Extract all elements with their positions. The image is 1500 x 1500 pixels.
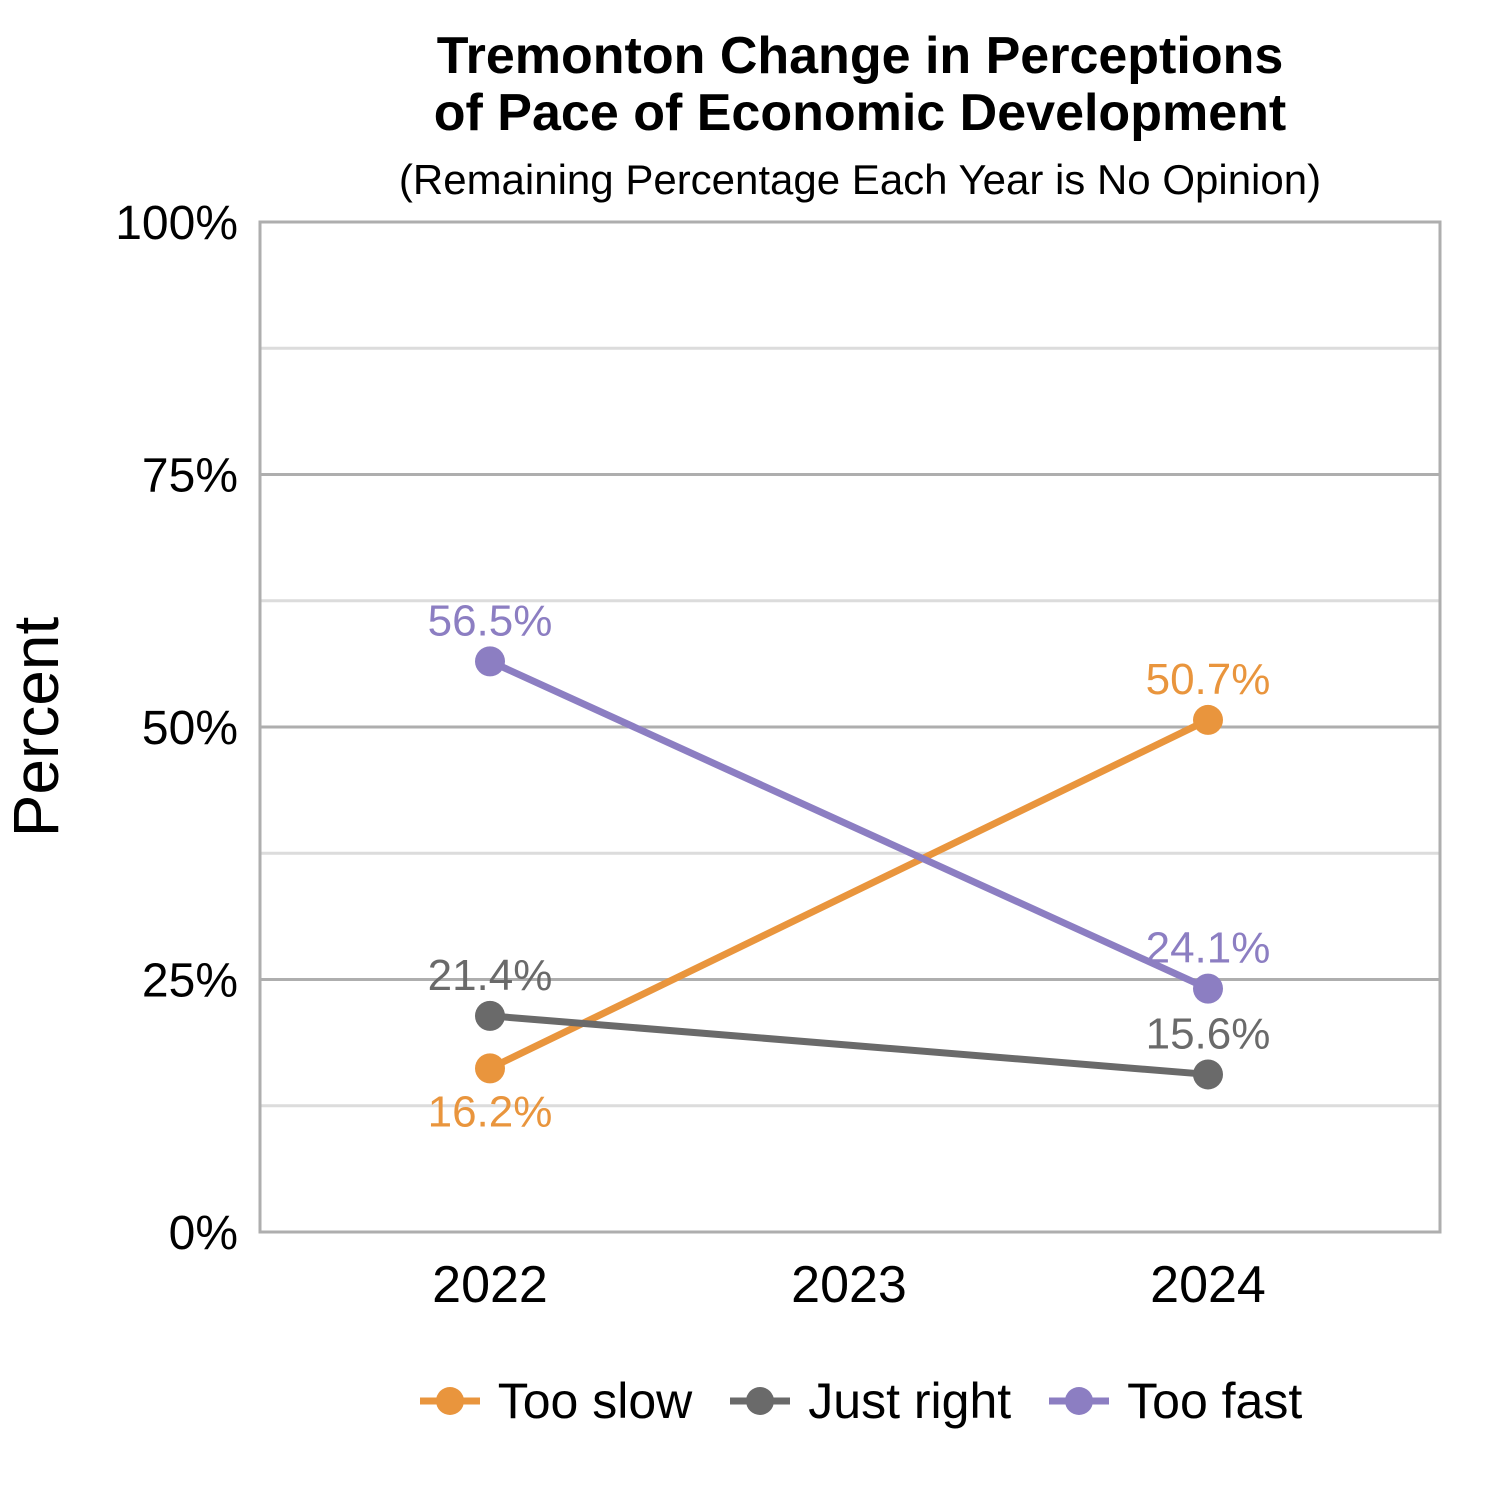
chart-header: Tremonton Change in Perceptions of Pace … — [230, 27, 1490, 204]
series-line-too-slow — [486, 716, 1212, 1072]
legend-label-just-right: Just right — [808, 1373, 1012, 1429]
x-tick-label: 2024 — [1150, 1256, 1266, 1314]
legend-label-too-fast: Too fast — [1127, 1373, 1303, 1429]
data-point-label-too-fast-2022: 56.5% — [428, 596, 553, 645]
legend-marker-dot-icon — [1049, 1387, 1110, 1415]
legend-marker-dot-icon — [730, 1387, 791, 1415]
data-point-too-slow-2022 — [475, 1053, 505, 1084]
data-point-just-right-2024 — [1193, 1059, 1223, 1090]
data-point-just-right-2022 — [475, 1000, 505, 1031]
chart-subtitle: (Remaining Percentage Each Year is No Op… — [398, 156, 1322, 204]
chart-legend: Too slow Just right Too fast — [230, 1372, 1490, 1430]
y-tick-label: 100% — [115, 197, 238, 250]
legend-item-too-slow: Too slow — [418, 1372, 693, 1430]
data-point-label-too-slow-2022: 16.2% — [428, 1087, 553, 1136]
y-tick-label: 50% — [142, 702, 238, 755]
y-tick-label: 25% — [142, 955, 238, 1008]
data-point-label-too-fast-2024: 24.1% — [1146, 924, 1271, 973]
chart-title: Tremonton Change in Perceptions of Pace … — [433, 27, 1287, 143]
data-point-too-slow-2024 — [1193, 704, 1223, 735]
x-tick-label: 2023 — [791, 1256, 907, 1314]
data-point-label-just-right-2022: 21.4% — [428, 951, 553, 1000]
legend-item-too-fast: Too fast — [1047, 1372, 1302, 1430]
y-tick-label: 0% — [169, 1207, 238, 1260]
y-axis-title: Percent — [0, 617, 72, 838]
data-point-too-fast-2024 — [1193, 973, 1223, 1004]
series-line-too-fast — [486, 657, 1212, 993]
legend-marker-dot-icon — [419, 1387, 480, 1415]
x-tick-label: 2022 — [432, 1256, 548, 1314]
y-tick-label: 75% — [142, 450, 238, 503]
data-point-too-fast-2022 — [475, 646, 505, 677]
legend-label-too-slow: Too slow — [497, 1373, 693, 1429]
data-point-label-just-right-2024: 15.6% — [1146, 1009, 1271, 1058]
panel-border — [258, 220, 1442, 1234]
series-line-just-right — [486, 1012, 1212, 1078]
data-point-label-too-slow-2024: 50.7% — [1146, 655, 1271, 704]
legend-item-just-right: Just right — [728, 1372, 1011, 1430]
